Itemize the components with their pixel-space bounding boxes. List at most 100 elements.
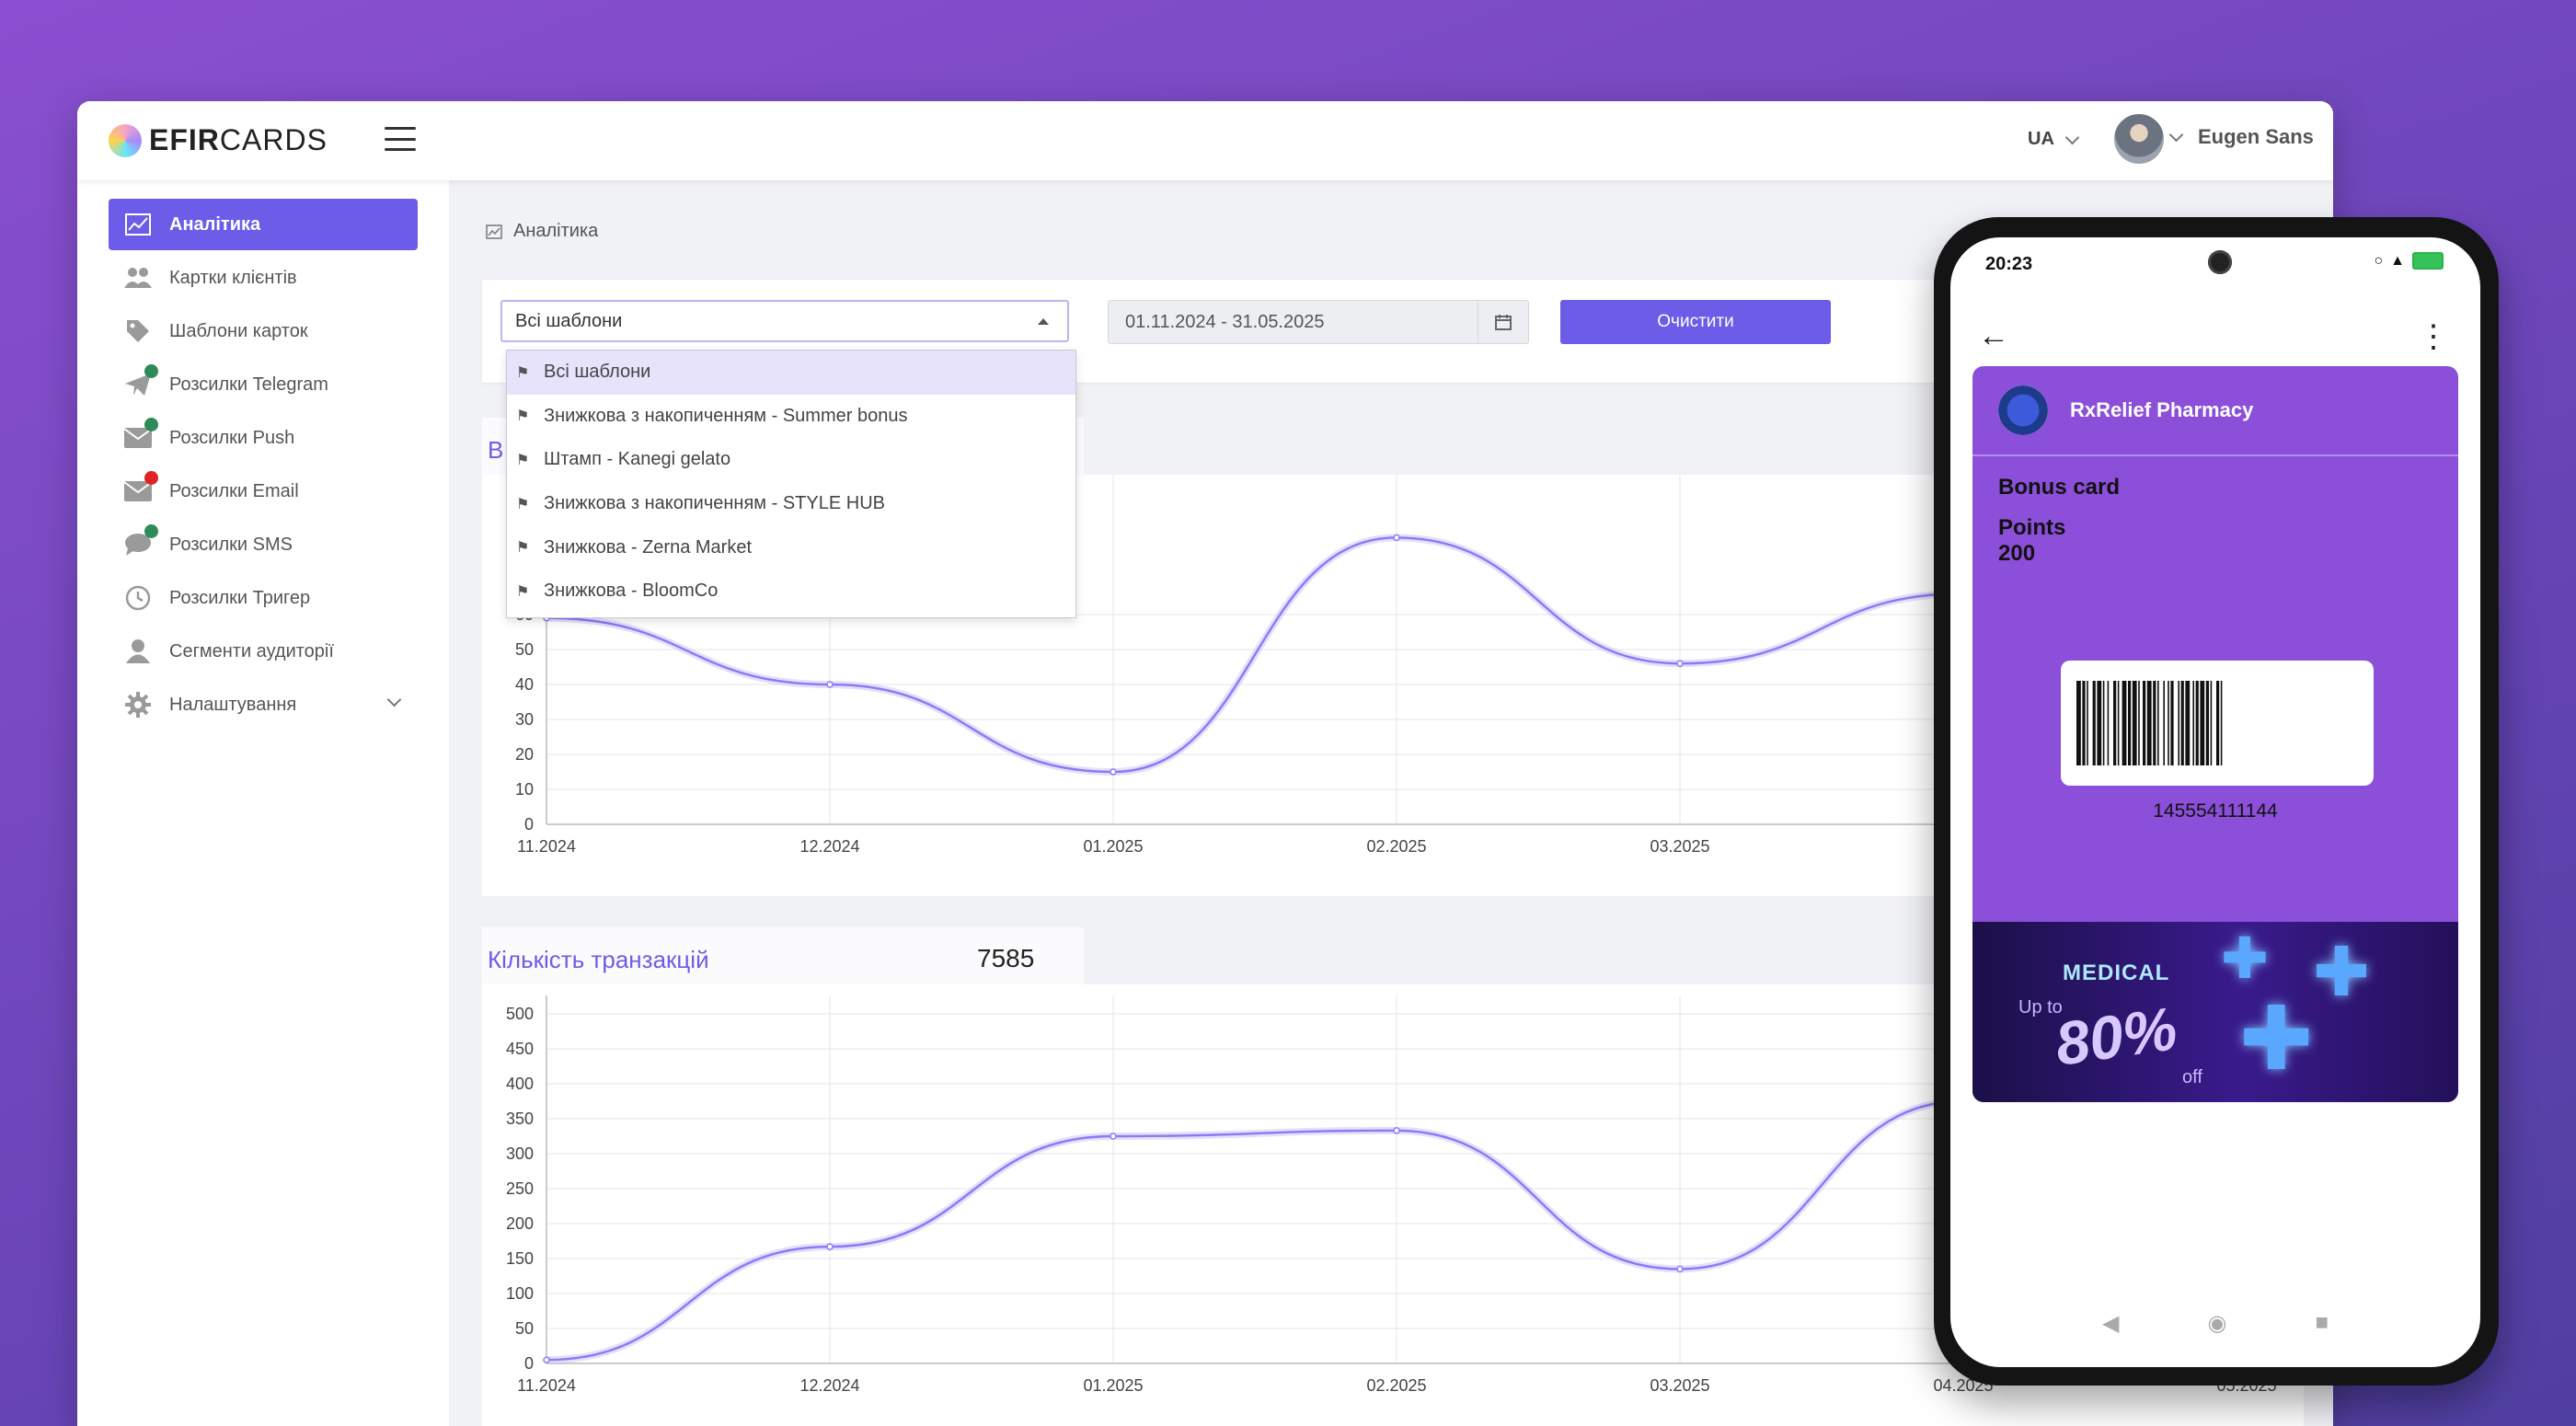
- status-dot: [144, 524, 158, 538]
- x-tick-label: 02.2025: [1366, 1376, 1426, 1395]
- sidebar-item-label: Розсилки Telegram: [169, 374, 328, 395]
- signal-icon: ▲: [2390, 252, 2405, 269]
- x-tick-label: 12.2024: [799, 1376, 859, 1395]
- data-point[interactable]: [1110, 768, 1117, 776]
- sidebar-item-clients[interactable]: Картки клієнтів: [109, 252, 418, 304]
- y-tick-label: 400: [506, 1075, 534, 1093]
- data-point[interactable]: [826, 1243, 834, 1250]
- data-point[interactable]: [1393, 534, 1400, 542]
- points-value: 200: [1998, 541, 2036, 566]
- data-point[interactable]: [1110, 1133, 1117, 1140]
- chart-tab-transactions[interactable]: Кількість транзакцій 7585: [482, 927, 1084, 984]
- avatar[interactable]: [2114, 114, 2164, 164]
- app-bar: ← ⋮: [1950, 302, 2480, 366]
- telegram-icon: [123, 364, 158, 397]
- sidebar-item-label: Шаблони карток: [169, 320, 308, 341]
- user-menu[interactable]: Eugen Sans: [2168, 125, 2314, 149]
- sidebar-item-telegram[interactable]: Розсилки Telegram: [109, 359, 418, 410]
- wallet-pass[interactable]: RxRelief Pharmacy Bonus card Points 200 …: [1972, 366, 2458, 1102]
- dropdown-option[interactable]: ⚑ Всі шаблони: [507, 351, 1075, 395]
- sidebar-item-push[interactable]: Розсилки Push: [109, 412, 418, 464]
- x-tick-label: 11.2024: [517, 1376, 576, 1395]
- dropdown-option[interactable]: ⚑ Знижкова - Zerna Market: [507, 525, 1075, 569]
- dropdown-option-label: Знижкова - Zerna Market: [544, 536, 752, 558]
- y-tick-label: 250: [506, 1179, 534, 1198]
- sidebar-item-label: Розсилки Тригер: [169, 587, 311, 608]
- dropdown-option[interactable]: ⚑ Знижкова з накопиченням - Summer bonus: [507, 395, 1075, 439]
- sidebar-item-trigger[interactable]: Розсилки Тригер: [109, 572, 418, 624]
- data-point[interactable]: [543, 1356, 550, 1363]
- dropdown-option-label: Знижкова - BloomCo: [544, 581, 719, 602]
- chat-icon: [123, 524, 158, 558]
- banner-medical: MEDICAL: [2063, 960, 2170, 985]
- sidebar-item-templates[interactable]: Шаблони карток: [109, 305, 418, 357]
- transactions-total: 7585: [977, 944, 1035, 972]
- more-vert-icon[interactable]: ⋮: [2418, 319, 2449, 354]
- cross-icon: ✚: [2313, 934, 2371, 1010]
- sidebar-item-label: Налаштування: [169, 694, 297, 715]
- banner-percent: 80%: [2051, 994, 2181, 1078]
- status-dot: [144, 471, 158, 485]
- tag-icon: [123, 318, 153, 344]
- data-point[interactable]: [826, 681, 834, 688]
- barcode: [2061, 661, 2374, 786]
- x-tick-label: 11.2024: [517, 837, 576, 856]
- y-tick-label: 100: [506, 1284, 534, 1303]
- nav-recent-icon[interactable]: ■: [2315, 1310, 2329, 1335]
- dropdown-option[interactable]: ⚑ Знижкова з накопиченням - STYLE HUB: [507, 482, 1075, 526]
- template-dropdown: ⚑ Всі шаблони ⚑ Знижкова з накопиченням - …: [506, 350, 1076, 618]
- sidebar-item-settings[interactable]: Налаштування: [109, 679, 418, 730]
- y-tick-label: 150: [506, 1249, 534, 1268]
- sidebar-item-label: Розсилки Email: [169, 480, 299, 501]
- template-select-value: Всі шаблони: [515, 310, 623, 331]
- sidebar-item-label: Аналітика: [169, 213, 261, 235]
- status-dot: [144, 418, 158, 431]
- banner-off: off: [2182, 1067, 2202, 1087]
- template-select[interactable]: Всі шаблони: [500, 300, 1069, 342]
- y-tick-label: 350: [506, 1110, 534, 1128]
- y-tick-label: 40: [515, 675, 534, 694]
- clear-button[interactable]: Очистити: [1560, 300, 1831, 344]
- logo[interactable]: EFIRCARDS: [109, 123, 328, 157]
- y-tick-label: 200: [506, 1214, 534, 1233]
- sidebar-item-label: Розсилки Push: [169, 427, 295, 448]
- pass-type: Bonus card: [1998, 475, 2121, 500]
- data-point[interactable]: [1676, 1265, 1684, 1273]
- data-point[interactable]: [1393, 1127, 1400, 1134]
- date-range-field[interactable]: 01.11.2024 - 31.05.2025: [1108, 300, 1529, 344]
- nav-home-icon[interactable]: ◉: [2207, 1310, 2227, 1336]
- back-arrow-icon[interactable]: ←: [1978, 318, 2009, 353]
- nav-back-icon[interactable]: ◀: [2102, 1310, 2120, 1336]
- menu-toggle-icon[interactable]: [385, 127, 416, 151]
- system-nav-bar: ◀ ◉ ■: [1950, 1305, 2480, 1341]
- sidebar-item-label: Розсилки SMS: [169, 534, 293, 555]
- y-tick-label: 500: [506, 1005, 534, 1023]
- y-tick-label: 450: [506, 1040, 534, 1058]
- y-tick-label: 300: [506, 1144, 534, 1163]
- dropdown-option-label: Знижкова з накопиченням - Summer bonus: [544, 405, 908, 426]
- filter-panel: Всі шаблони 01.11.2024 - 31.05.2025 Очис…: [482, 280, 1991, 383]
- sidebar-item-label: Сегменти аудиторії: [169, 640, 334, 661]
- logo-text: EFIRCARDS: [149, 123, 328, 156]
- chevron-down-icon: [386, 692, 402, 707]
- chart-title: В: [488, 436, 504, 464]
- cross-icon: ✚: [2221, 927, 2269, 991]
- dropdown-option-label: Штамп - Kanegi gelato: [544, 449, 731, 470]
- user-name: Eugen Sans: [2198, 125, 2314, 148]
- sidebar-item-sms[interactable]: Розсилки SMS: [109, 519, 418, 570]
- barcode-number: 145554111144: [2153, 800, 2278, 822]
- data-point[interactable]: [1676, 660, 1684, 667]
- language-select[interactable]: UA: [2028, 129, 2080, 150]
- tag-icon: ⚑: [516, 408, 530, 425]
- sidebar-item-email[interactable]: Розсилки Email: [109, 466, 418, 517]
- y-tick-label: 0: [524, 1354, 534, 1373]
- calendar-icon[interactable]: [1478, 301, 1528, 343]
- sidebar-item-analytics[interactable]: Аналітика: [109, 199, 418, 250]
- breadcrumb-label: Аналітика: [513, 221, 599, 241]
- dropdown-option[interactable]: ⚑ Знижкова - BloomCo: [507, 569, 1075, 614]
- dropdown-option[interactable]: ⚑ Штамп - Kanegi gelato: [507, 438, 1075, 482]
- chart-icon: [123, 212, 153, 237]
- series-line: [546, 536, 1964, 774]
- sidebar-item-segments[interactable]: Сегменти аудиторії: [109, 626, 418, 677]
- date-range-value: 01.11.2024 - 31.05.2025: [1125, 311, 1325, 332]
